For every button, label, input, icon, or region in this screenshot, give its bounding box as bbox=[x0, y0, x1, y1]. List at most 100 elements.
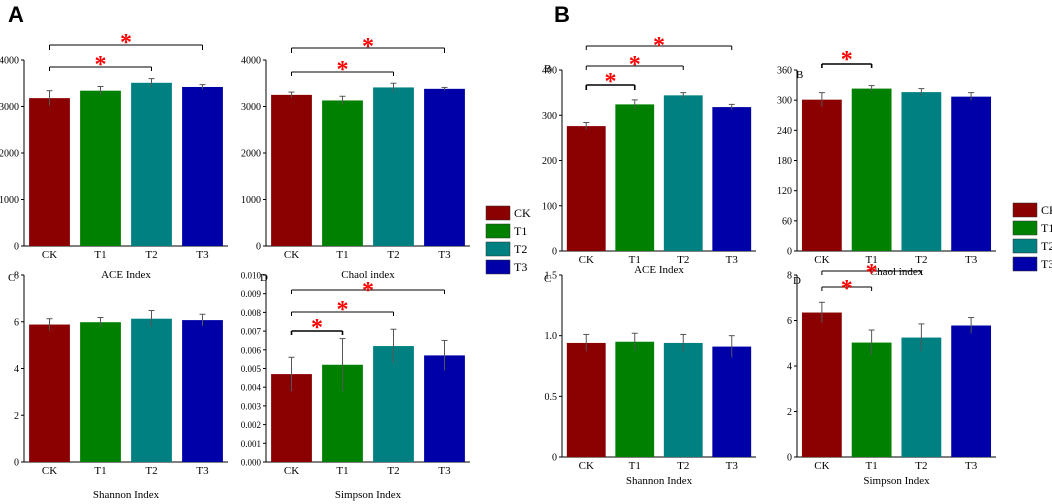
y-tick-label: 4 bbox=[14, 364, 19, 375]
bar-ck bbox=[29, 98, 70, 246]
panel-label-b: B bbox=[554, 2, 570, 27]
bar-t2 bbox=[373, 87, 414, 246]
y-tick-label: 6 bbox=[14, 317, 19, 328]
x-axis-label: Chaol index bbox=[870, 266, 924, 278]
x-axis-label: Chaol index bbox=[341, 269, 395, 281]
y-tick-label: 240 bbox=[777, 126, 792, 137]
x-tick-label: CK bbox=[284, 465, 299, 477]
y-tick-label: 0.004 bbox=[241, 383, 262, 393]
bar-t1 bbox=[851, 88, 892, 251]
x-axis-label: ACE Index bbox=[634, 264, 684, 276]
significance-star: * bbox=[629, 52, 641, 78]
y-tick-label: 360 bbox=[777, 66, 792, 77]
x-tick-label: T1 bbox=[629, 460, 641, 472]
y-tick-label: 0 bbox=[14, 458, 19, 469]
bar-t2 bbox=[901, 337, 942, 457]
legend-b-label: T3 bbox=[1041, 257, 1052, 271]
bar-t2 bbox=[663, 95, 703, 251]
y-tick-label: 1000 bbox=[241, 195, 261, 206]
y-tick-label: 200 bbox=[542, 156, 557, 167]
bar-t2 bbox=[131, 82, 172, 246]
y-tick-label: 400 bbox=[542, 66, 557, 77]
y-tick-label: 4000 bbox=[0, 56, 19, 67]
x-tick-label: T2 bbox=[145, 249, 157, 261]
significance-star: * bbox=[120, 30, 132, 56]
y-tick-label: 0.006 bbox=[241, 345, 262, 355]
y-tick-label: 0.001 bbox=[241, 439, 261, 449]
bar-t3 bbox=[951, 96, 992, 252]
legend-b-label: CK bbox=[1041, 203, 1052, 217]
x-tick-label: T2 bbox=[677, 460, 689, 472]
y-tick-label: 1.0 bbox=[545, 331, 558, 342]
sub-panel-label: D bbox=[260, 272, 268, 284]
bar-ck bbox=[29, 324, 70, 462]
bar-t1 bbox=[615, 341, 655, 457]
bar-t1 bbox=[615, 104, 655, 251]
y-tick-label: 0 bbox=[787, 453, 792, 464]
x-tick-label: T1 bbox=[94, 249, 106, 261]
legend-a-label: T1 bbox=[514, 224, 527, 238]
y-tick-label: 4 bbox=[787, 362, 792, 373]
y-tick-label: 300 bbox=[777, 96, 792, 107]
y-tick-label: 2 bbox=[787, 407, 792, 418]
significance-star: * bbox=[605, 69, 617, 95]
x-tick-label: T2 bbox=[915, 254, 927, 266]
x-tick-label: T3 bbox=[726, 460, 739, 472]
y-tick-label: 0.5 bbox=[545, 392, 558, 403]
x-tick-label: T1 bbox=[866, 254, 878, 266]
y-tick-label: 0 bbox=[14, 242, 19, 253]
bar-t3 bbox=[424, 355, 465, 462]
x-tick-label: CK bbox=[42, 249, 57, 261]
y-tick-label: 0.003 bbox=[241, 401, 262, 411]
x-tick-label: T3 bbox=[196, 465, 209, 477]
x-tick-label: T1 bbox=[866, 460, 878, 472]
y-tick-label: 8 bbox=[787, 271, 792, 282]
x-tick-label: T3 bbox=[726, 254, 739, 266]
legend-a-label: CK bbox=[514, 206, 531, 220]
x-tick-label: T2 bbox=[145, 465, 157, 477]
x-axis-label: Simpson Index bbox=[863, 475, 930, 487]
legend-a-swatch-ck bbox=[485, 205, 511, 221]
y-tick-label: 0.002 bbox=[241, 420, 261, 430]
y-tick-label: 1000 bbox=[0, 195, 19, 206]
sub-panel-label: D bbox=[793, 275, 801, 287]
bar-t3 bbox=[182, 320, 223, 462]
legend-b-swatch-t3 bbox=[1012, 256, 1038, 272]
y-tick-label: 0 bbox=[552, 247, 557, 258]
y-tick-label: 0.007 bbox=[241, 327, 262, 337]
bar-t1 bbox=[80, 90, 121, 246]
significance-star: * bbox=[337, 57, 349, 83]
significance-star: * bbox=[362, 278, 374, 304]
y-tick-label: 0.009 bbox=[241, 289, 262, 299]
bar-t3 bbox=[712, 107, 752, 251]
y-tick-label: 1.5 bbox=[545, 271, 558, 282]
y-tick-label: 60 bbox=[782, 216, 792, 227]
legend-a-label: T3 bbox=[514, 260, 527, 274]
bar-t3 bbox=[182, 86, 223, 246]
y-tick-label: 0 bbox=[256, 242, 261, 253]
x-tick-label: T2 bbox=[677, 254, 689, 266]
y-tick-label: 4000 bbox=[241, 56, 261, 67]
significance-star: * bbox=[841, 276, 853, 302]
bar-t2 bbox=[373, 346, 414, 462]
y-tick-label: 0.008 bbox=[241, 308, 262, 318]
x-tick-label: T3 bbox=[965, 460, 978, 472]
x-tick-label: CK bbox=[814, 460, 829, 472]
significance-star: * bbox=[866, 260, 878, 286]
legend-a-swatch-t2 bbox=[485, 241, 511, 257]
bar-t1 bbox=[851, 342, 892, 457]
x-tick-label: CK bbox=[42, 465, 57, 477]
y-tick-label: 100 bbox=[542, 201, 557, 212]
x-tick-label: T2 bbox=[387, 249, 399, 261]
x-tick-label: T3 bbox=[438, 465, 451, 477]
x-tick-label: CK bbox=[579, 254, 594, 266]
x-tick-label: T3 bbox=[965, 254, 978, 266]
significance-star: * bbox=[95, 52, 107, 78]
significance-star: * bbox=[362, 34, 374, 60]
significance-star: * bbox=[311, 315, 323, 341]
sub-panel-label: C bbox=[544, 273, 551, 285]
bar-t2 bbox=[131, 318, 172, 462]
sub-panel-label: B bbox=[796, 69, 803, 81]
x-tick-label: T1 bbox=[94, 465, 106, 477]
y-tick-label: 6 bbox=[787, 316, 792, 327]
